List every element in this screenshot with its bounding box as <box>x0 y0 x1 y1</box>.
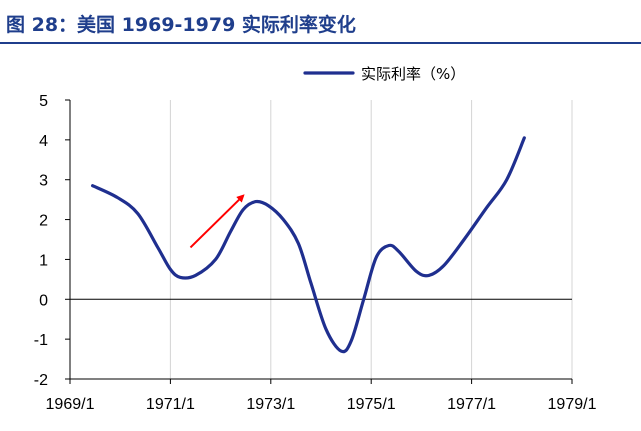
grid-lines <box>69 100 573 379</box>
series-line-real-rate <box>91 136 526 354</box>
x-tick-label: 1969/1 <box>46 396 95 413</box>
x-tick-label: 1971/1 <box>146 396 195 413</box>
x-tick-labels: 1969/1 1971/1 1973/1 1975/1 1977/1 1979/1 <box>46 396 597 413</box>
legend-label: 实际利率（%） <box>361 65 465 83</box>
y-tick-label: 0 <box>39 292 48 309</box>
y-tick-label: 1 <box>39 252 48 269</box>
y-tick-label: 2 <box>39 213 48 230</box>
x-tick-label: 1979/1 <box>548 396 597 413</box>
y-tick-label: 5 <box>39 93 48 110</box>
y-tick-label: -2 <box>34 372 48 389</box>
red-arrow-annotation <box>189 194 245 249</box>
y-tick-label: 4 <box>39 133 48 150</box>
figure-header: 图 28：美国 1969-1979 实际利率变化 <box>0 0 641 44</box>
y-tick-label: 3 <box>39 173 48 190</box>
legend: 实际利率（%） <box>303 65 465 83</box>
x-tick-label: 1973/1 <box>246 396 295 413</box>
x-tick-label: 1975/1 <box>347 396 396 413</box>
series-lines <box>91 136 526 354</box>
figure-title: 图 28：美国 1969-1979 实际利率变化 <box>6 14 356 36</box>
title-underline <box>0 42 641 44</box>
y-tick-label: -1 <box>34 332 48 349</box>
annotations <box>189 194 245 249</box>
y-tick-labels: -2 -1 0 1 2 3 4 5 <box>34 93 48 389</box>
x-tick-label: 1977/1 <box>447 396 496 413</box>
axes <box>65 99 573 384</box>
